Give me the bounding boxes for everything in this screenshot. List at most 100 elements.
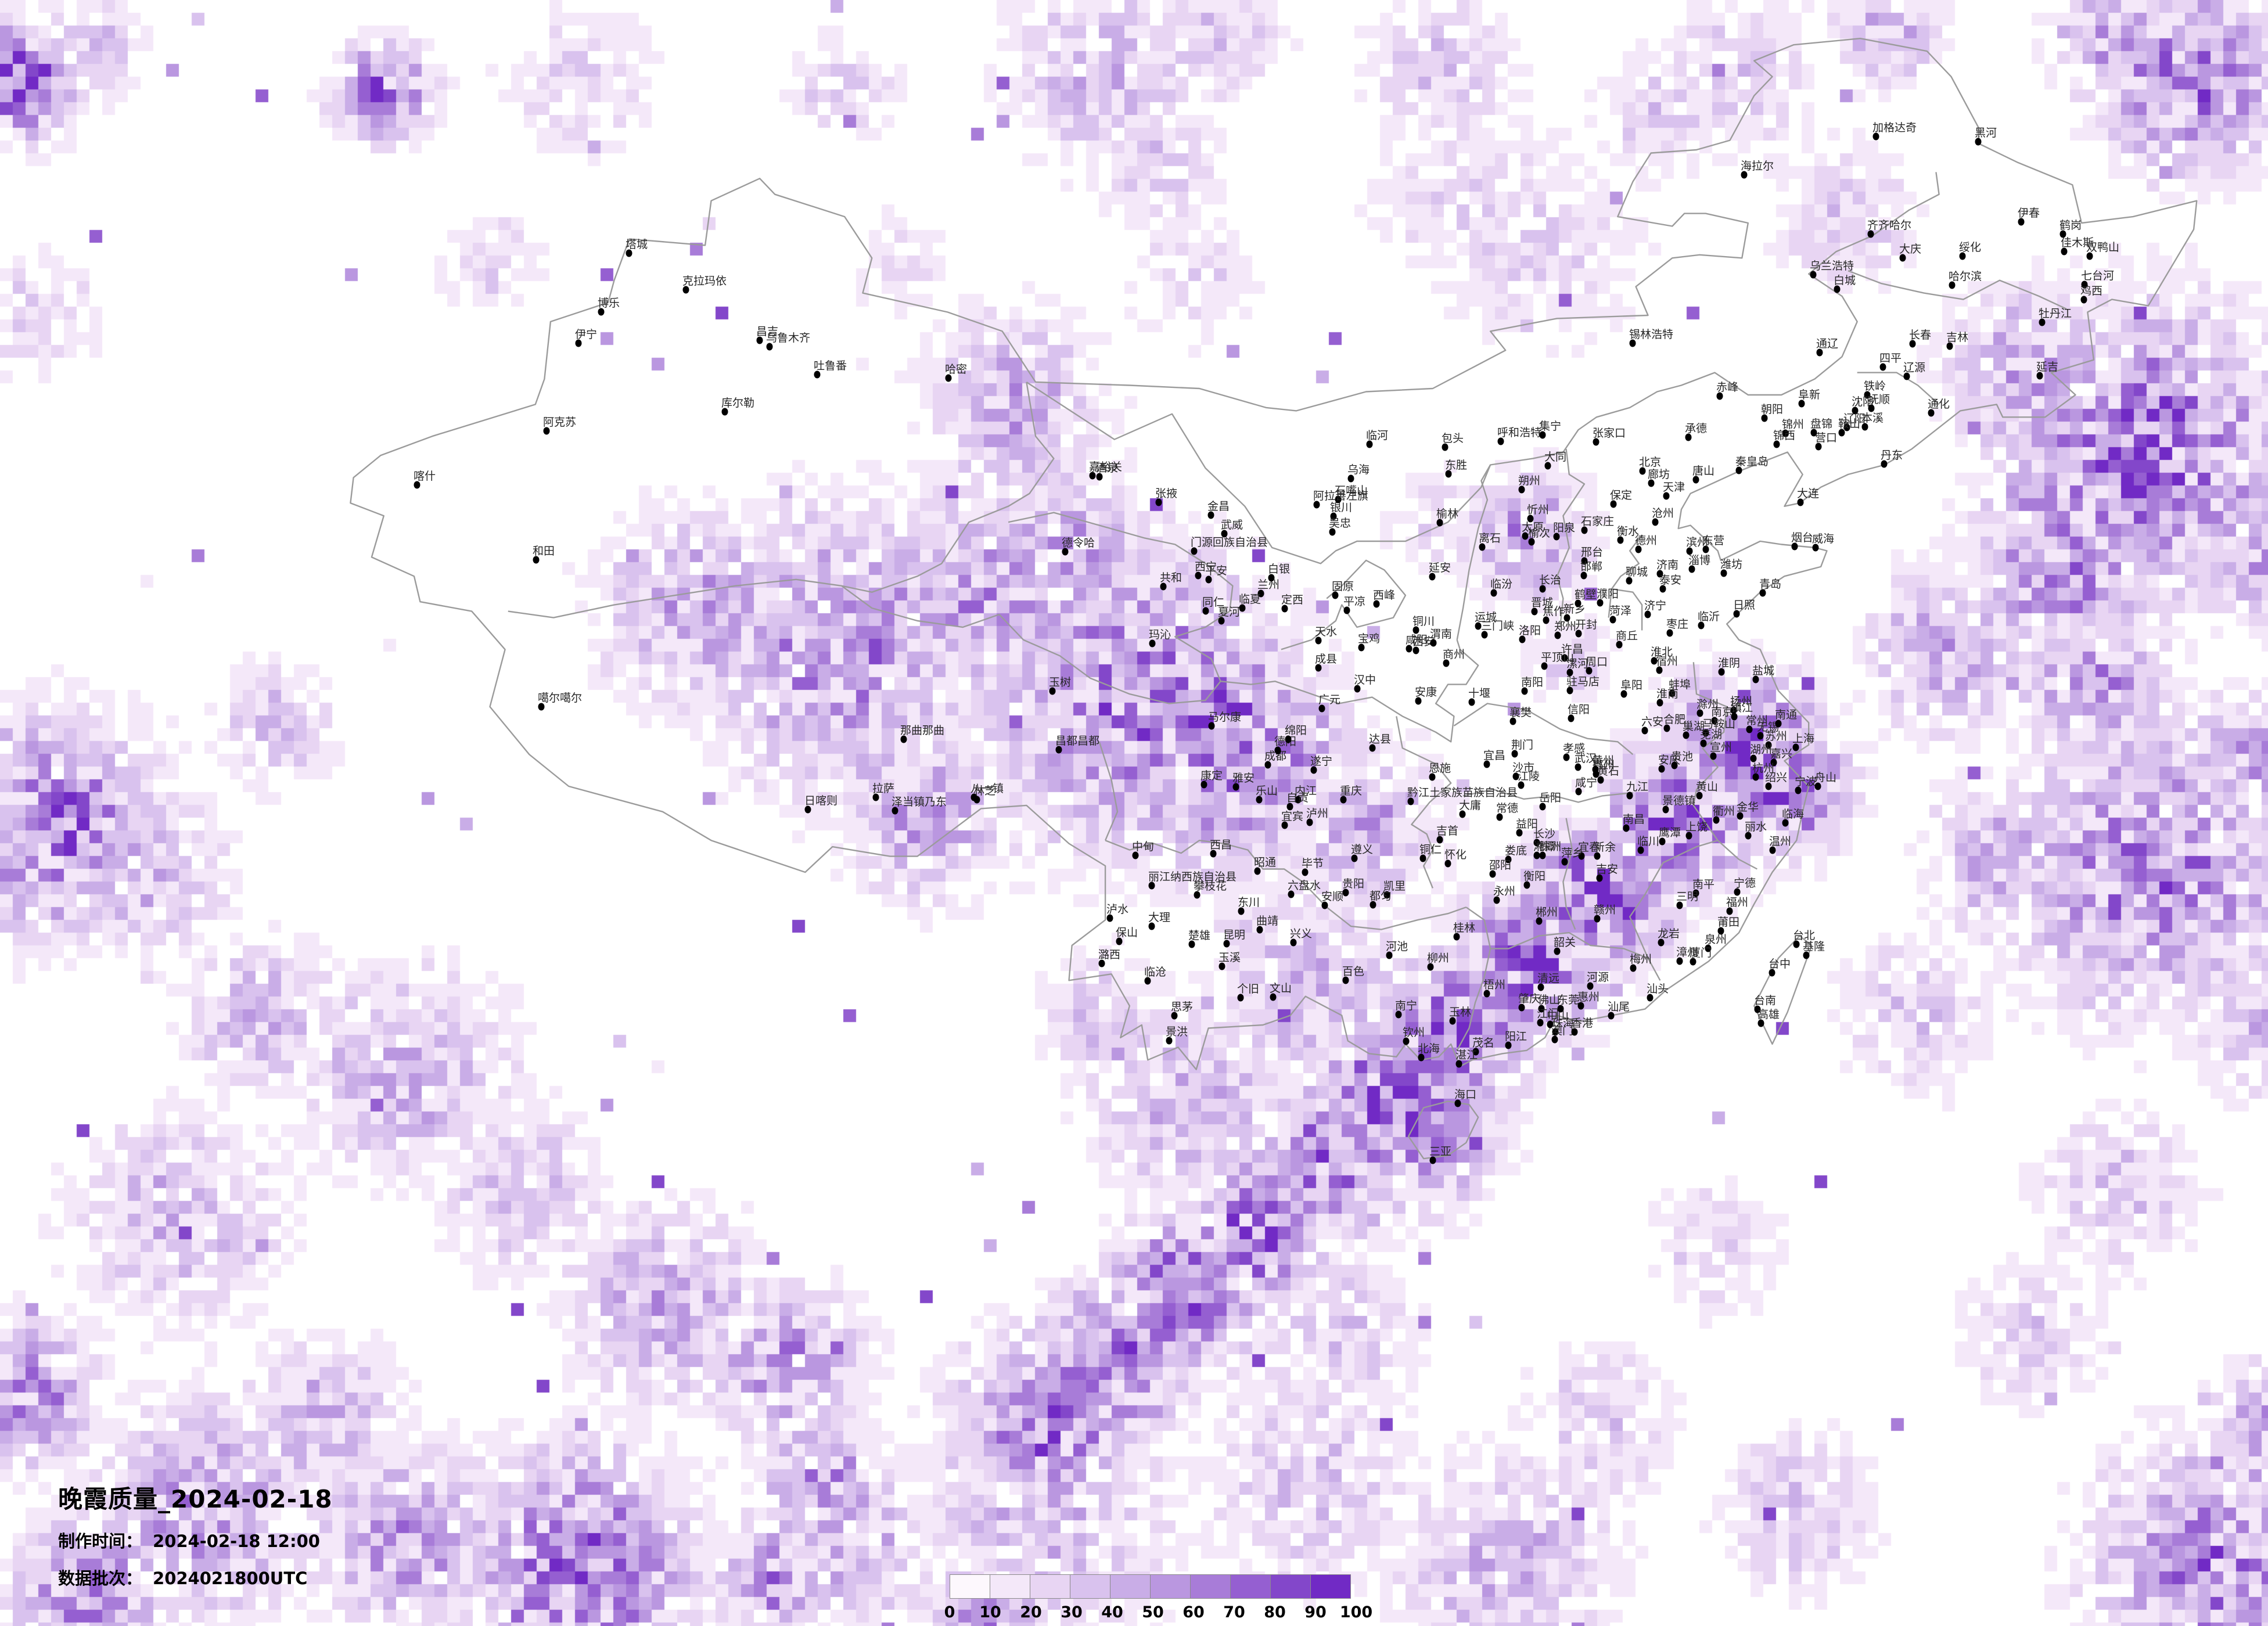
city-label: 泰安	[1659, 574, 1682, 587]
city-label: 昌都昌都	[1055, 735, 1100, 747]
city-dot	[1490, 589, 1497, 597]
city-dot	[1580, 571, 1587, 580]
border-path	[1098, 741, 1119, 841]
city-label: 齐齐哈尔	[1867, 219, 1912, 232]
city-label: 宁德	[1734, 877, 1756, 890]
city-dot	[1733, 610, 1740, 618]
city-label: 菏泽	[1609, 605, 1632, 617]
city-label: 塔城	[626, 238, 648, 251]
city-dot	[1656, 570, 1663, 578]
city-label: 延安	[1429, 562, 1451, 574]
city-dot	[1505, 1041, 1512, 1049]
city-label: 厦门	[1690, 947, 1712, 959]
city-label: 长春	[1909, 329, 1932, 341]
city-label: 杭州	[1752, 762, 1775, 775]
city-dot	[1552, 1028, 1559, 1036]
city-dot	[1731, 713, 1738, 721]
city-label: 个旧	[1237, 983, 1260, 995]
city-dot	[533, 556, 540, 564]
city-label: 汕尾	[1608, 1001, 1630, 1013]
city-dot	[1290, 938, 1297, 947]
city-dot	[1055, 746, 1062, 754]
city-label: 牡丹江	[2039, 307, 2072, 320]
city-label: 临沧	[1144, 966, 1167, 979]
city-label: 石嘴山	[1335, 484, 1368, 497]
city-label: 鹰潭	[1659, 826, 1681, 839]
city-label: 黑河	[1975, 127, 1997, 139]
city-dot	[1330, 512, 1337, 520]
city-label: 玉溪	[1219, 951, 1241, 964]
city-label: 乌兰浩特	[1810, 260, 1854, 272]
city-dot	[1418, 1053, 1425, 1062]
city-label: 邯郸	[1580, 560, 1603, 573]
city-dot	[1554, 631, 1561, 639]
city-label: 绍兴	[1765, 771, 1788, 784]
city-dot	[900, 735, 907, 743]
city-dot	[1257, 589, 1264, 598]
city-label: 乌鲁木齐	[766, 332, 811, 344]
city-label: 珠海	[1552, 1017, 1575, 1030]
city-dot	[1666, 629, 1673, 637]
city-dot	[1358, 643, 1365, 652]
city-dot	[1575, 599, 1582, 607]
city-dot	[1483, 760, 1490, 768]
city-dot	[1329, 528, 1336, 536]
city-label: 昭通	[1254, 856, 1277, 869]
city-dot	[1676, 957, 1683, 965]
city-label: 集宁	[1539, 420, 1562, 433]
city-label: 阳泉	[1553, 521, 1576, 534]
city-label: 孝感	[1563, 742, 1586, 755]
city-label: 丹东	[1881, 449, 1903, 462]
city-label: 中甸	[1132, 840, 1155, 853]
city-label: 宿州	[1656, 655, 1678, 668]
city-dot	[1386, 951, 1393, 959]
city-dot	[1872, 132, 1879, 141]
city-dot	[1256, 796, 1263, 804]
city-dot	[1557, 1005, 1564, 1013]
city-label: 淮北	[1651, 646, 1673, 659]
city-dot	[1592, 765, 1599, 774]
city-dot	[1959, 252, 1966, 260]
border-path	[1848, 270, 2067, 310]
city-label: 怀化	[1444, 848, 1467, 861]
city-dot	[1803, 951, 1810, 959]
city-label: 白银	[1268, 563, 1291, 575]
city-label: 达县	[1369, 733, 1392, 746]
city-label: 梧州	[1483, 979, 1506, 991]
city-dot	[1975, 138, 1982, 146]
city-label: 雅安	[1232, 772, 1255, 785]
city-dot	[1928, 409, 1935, 417]
city-label: 南平	[1692, 878, 1715, 891]
city-label: 阜新	[1798, 388, 1821, 401]
city-dot	[1493, 896, 1500, 904]
city-label: 绵阳	[1285, 724, 1307, 737]
city-dot	[1539, 431, 1546, 439]
city-dot	[1698, 621, 1705, 629]
city-label: 临川	[1637, 835, 1660, 848]
city-dot	[1702, 545, 1709, 553]
city-dot	[1852, 406, 1859, 415]
city-dot	[1597, 599, 1604, 607]
city-dot	[1523, 881, 1530, 889]
city-label: 八一镇	[971, 782, 1004, 795]
city-dot	[1188, 940, 1195, 948]
city-dot	[1647, 994, 1654, 1002]
city-dot	[1149, 639, 1156, 647]
city-label: 苏州	[1765, 730, 1788, 743]
data-batch-value: 2024021800UTC	[153, 1569, 308, 1588]
city-dot	[1745, 832, 1752, 840]
city-label: 平凉	[1343, 595, 1366, 608]
city-dot	[1696, 709, 1703, 717]
city-dot	[1543, 616, 1550, 624]
city-label: 内江	[1295, 785, 1317, 797]
city-dot	[1210, 850, 1217, 858]
city-label: 固原	[1332, 580, 1354, 593]
city-label: 东川	[1238, 896, 1260, 909]
city-dot	[1575, 787, 1582, 796]
city-label: 临河	[1366, 429, 1389, 442]
city-label: 佛山	[1538, 994, 1561, 1006]
city-dot	[1208, 722, 1215, 730]
city-dot	[1581, 557, 1588, 565]
city-label: 辽阳	[1843, 412, 1866, 425]
city-dot	[1656, 699, 1663, 707]
